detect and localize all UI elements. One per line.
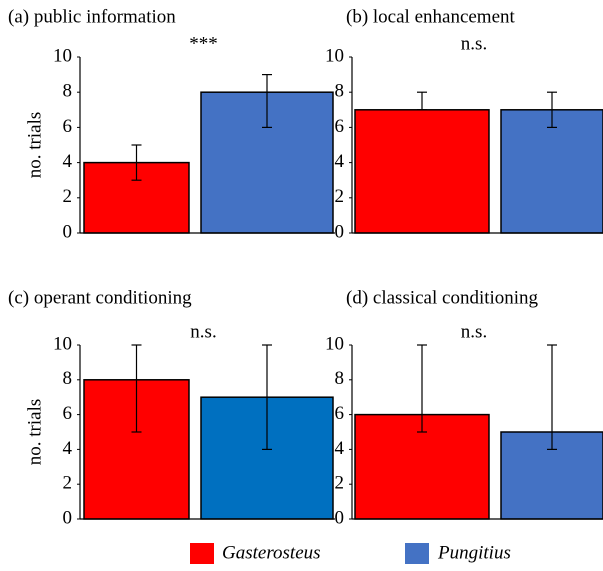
y-tick-label: 4 (63, 151, 73, 172)
y-tick-label: 6 (335, 403, 345, 424)
significance: n.s. (190, 321, 216, 342)
y-tick-label: 2 (63, 473, 73, 494)
y-tick-label: 4 (335, 151, 345, 172)
error-bar (547, 91, 557, 129)
bar (354, 413, 490, 520)
bar (500, 109, 603, 234)
error-bar (417, 344, 427, 433)
error-bar (547, 344, 557, 450)
y-tick-label: 6 (63, 116, 73, 137)
y-tick-label: 10 (325, 333, 344, 354)
y-tick-label: 0 (335, 221, 345, 242)
y-tick-label: 8 (63, 81, 73, 102)
panel-title: (d) classical conditioning (346, 287, 539, 308)
error-bar (262, 344, 272, 450)
y-tick-label: 0 (63, 507, 73, 528)
y-tick-label: 0 (335, 507, 345, 528)
legend-swatch (405, 543, 429, 564)
y-tick-label: 4 (335, 438, 345, 459)
error-bar (262, 73, 272, 129)
y-axis-label: no. trials (24, 399, 45, 466)
y-tick-label: 10 (325, 45, 344, 66)
y-tick-label: 8 (63, 368, 73, 389)
y-tick-label: 4 (63, 438, 73, 459)
y-tick-label: 2 (335, 186, 345, 207)
y-tick-label: 6 (63, 403, 73, 424)
panel-title: (a) public information (8, 6, 176, 27)
significance: n.s. (461, 321, 487, 342)
bar (354, 109, 490, 234)
y-tick-label: 2 (63, 186, 73, 207)
y-tick-label: 8 (335, 368, 345, 389)
y-tick-label: 0 (63, 221, 73, 242)
error-bar (131, 344, 142, 433)
significance: n.s. (461, 33, 487, 54)
legend-label: Gasterosteus (222, 542, 321, 563)
y-tick-label: 6 (335, 116, 345, 137)
panel-title: (c) operant conditioning (8, 287, 192, 308)
error-bar (131, 144, 142, 181)
legend-swatch (190, 543, 214, 564)
y-tick-label: 2 (335, 473, 345, 494)
y-tick-label: 10 (53, 45, 72, 66)
y-axis-label: no. trials (24, 112, 45, 179)
y-tick-label: 8 (335, 81, 345, 102)
error-bar (417, 91, 427, 111)
panel-title: (b) local enhancement (346, 6, 516, 27)
legend-label: Pungitius (437, 542, 511, 563)
significance: *** (189, 33, 218, 54)
y-tick-label: 10 (53, 333, 72, 354)
